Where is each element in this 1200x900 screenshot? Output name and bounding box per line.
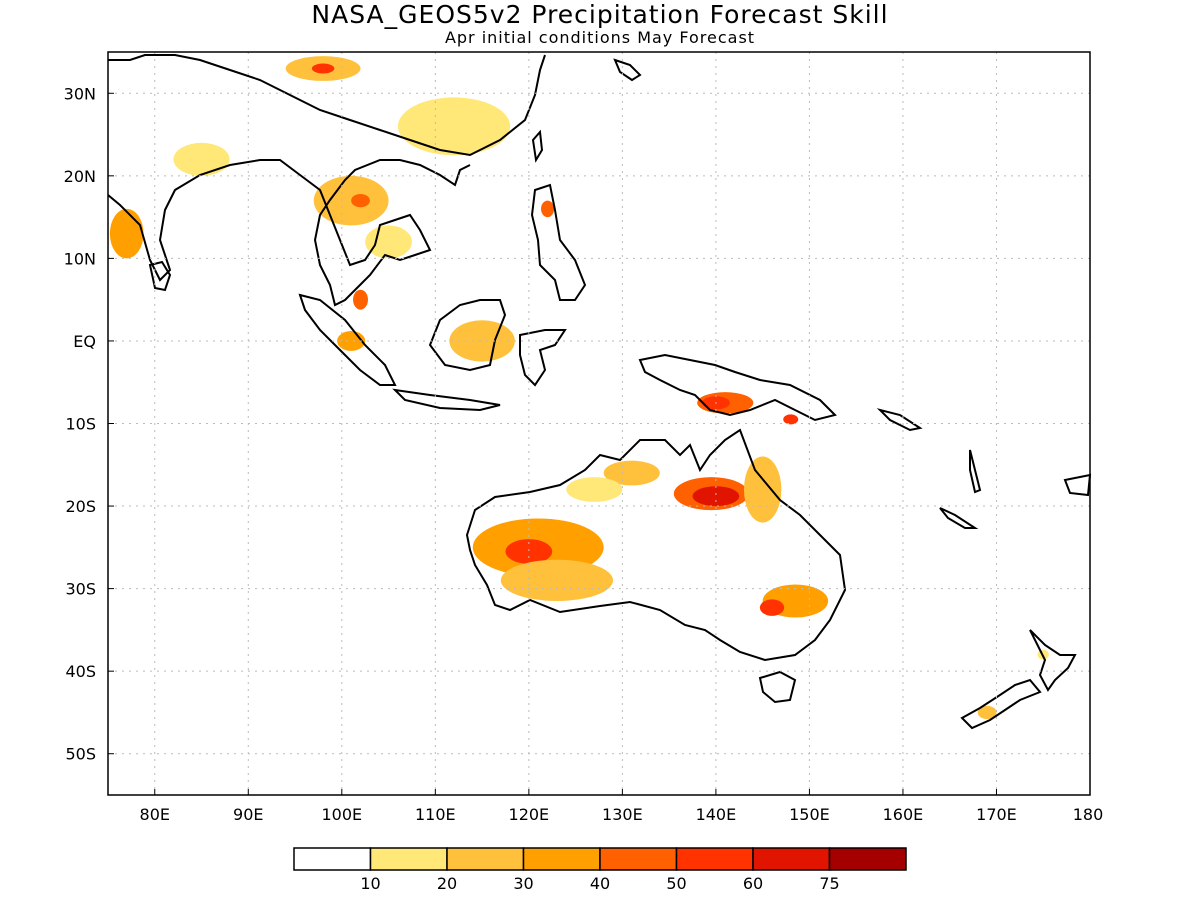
lat-tick-label: 30N <box>64 84 96 103</box>
coast-taiwan <box>531 129 544 163</box>
lon-tick-label: 150E <box>789 805 830 824</box>
coast-asia <box>107 54 546 307</box>
gridlines <box>108 52 1090 795</box>
colorbar-label: 75 <box>819 874 839 893</box>
coast-nz-south <box>960 678 1042 730</box>
colorbar-swatch <box>599 847 678 871</box>
colorbar-label: 50 <box>666 874 686 893</box>
colorbar-swatch <box>293 847 372 871</box>
coast-sri-lanka <box>148 260 172 292</box>
lon-tick-label: 90E <box>233 805 263 824</box>
lon-tick-label: 130E <box>602 805 643 824</box>
lon-tick-label: 160E <box>883 805 924 824</box>
coast-solomons <box>876 408 923 432</box>
colorbar-label: 40 <box>590 874 610 893</box>
lat-tick-label: 50S <box>65 745 96 764</box>
colorbar-label: 20 <box>437 874 457 893</box>
lon-tick-label: 110E <box>415 805 456 824</box>
colorbar-label: 30 <box>513 874 533 893</box>
coast-new-caledonia <box>939 507 979 529</box>
coast-vanuatu <box>969 449 982 494</box>
skill-region <box>109 208 144 259</box>
colorbar-swatch <box>675 847 754 871</box>
skill-region <box>566 477 623 502</box>
skill-region <box>603 460 660 486</box>
colorbar-swatch <box>828 847 907 871</box>
skill-region <box>692 486 740 507</box>
skill-region <box>977 705 997 720</box>
skill-region <box>173 142 230 176</box>
skill-region <box>743 456 782 523</box>
coast-borneo <box>428 299 507 372</box>
coast-new-guinea <box>638 353 837 422</box>
coast-sumatra <box>298 293 397 386</box>
skill-region <box>783 414 799 425</box>
skill-region <box>311 63 335 74</box>
skill-layer <box>109 56 1049 720</box>
skill-region <box>365 225 412 259</box>
lon-tick-label: 140E <box>696 805 737 824</box>
colorbar: 10 20 30 40 50 60 75 <box>293 847 907 893</box>
lat-tick-label: 20S <box>65 497 96 516</box>
skill-region <box>500 559 614 601</box>
lat-tick-label: 10N <box>64 249 96 268</box>
skill-region <box>505 539 553 564</box>
skill-region <box>541 200 555 218</box>
colorbar-swatch <box>369 847 448 871</box>
coast-java <box>392 388 501 412</box>
coast-philippines <box>530 183 587 301</box>
lon-tick-label: 100E <box>321 805 362 824</box>
colorbar-swatch <box>446 847 525 871</box>
skill-region <box>759 599 785 616</box>
coastlines <box>107 54 1092 730</box>
skill-region <box>351 193 370 208</box>
coast-nz-north <box>1029 629 1077 692</box>
lat-tick-label: 40S <box>65 662 96 681</box>
lon-tick-label: 120E <box>509 805 550 824</box>
coast-tasmania <box>758 670 797 704</box>
skill-region <box>313 175 389 226</box>
coast-fiji <box>1063 473 1092 497</box>
colorbar-swatch <box>522 847 601 871</box>
colorbar-label: 60 <box>743 874 763 893</box>
lat-tick-labels: 30N 20N 10N EQ 10S 20S 30S 40S 50S <box>64 84 114 764</box>
chart-subtitle: Apr initial conditions May Forecast <box>444 28 756 47</box>
colorbar-swatch <box>752 847 831 871</box>
colorbar-label: 10 <box>360 874 380 893</box>
lat-tick-label: 30S <box>65 580 96 599</box>
lat-tick-label: 20N <box>64 167 96 186</box>
lon-tick-label: 180 <box>1073 805 1104 824</box>
lat-tick-label: EQ <box>73 332 96 351</box>
skill-region <box>397 97 511 156</box>
coast-japan <box>613 58 642 82</box>
lon-tick-label: 80E <box>140 805 170 824</box>
lon-tick-labels: 80E 90E 100E 110E 120E 130E 140E 150E 160E 170E 18… <box>140 789 1104 824</box>
skill-region <box>353 289 368 310</box>
coast-australia <box>465 428 847 662</box>
coast-sulawesi <box>519 329 567 387</box>
lon-tick-label: 170E <box>976 805 1017 824</box>
lat-tick-label: 10S <box>65 415 96 434</box>
chart-title: NASA_GEOS5v2 Precipitation Forecast Skil… <box>311 0 889 29</box>
